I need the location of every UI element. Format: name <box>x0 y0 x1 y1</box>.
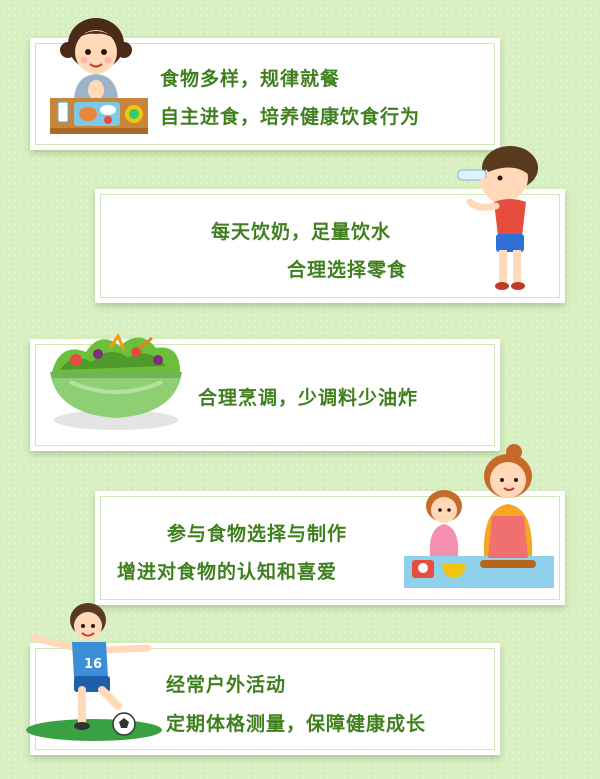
tip-card-2-line-2: 合理选择零食 <box>287 259 408 281</box>
boy-playing-soccer-icon: 16 <box>26 603 162 741</box>
tip-card-2-line-1: 每天饮奶，足量饮水 <box>211 221 392 243</box>
tip-card-4-line-2: 增进对食物的认知和喜爱 <box>117 561 338 583</box>
jersey-number: 16 <box>84 657 102 672</box>
mother-child-cooking-icon <box>404 444 554 588</box>
tip-card-1-line-2: 自主进食，培养健康饮食行为 <box>160 106 421 128</box>
salad-bowl-icon <box>50 332 182 430</box>
tip-card-5-line-2: 定期体格测量，保障健康成长 <box>166 713 427 735</box>
tip-card-1-line-1: 食物多样，规律就餐 <box>160 68 341 90</box>
tip-card-3-line-1: 合理烹调，少调料少油炸 <box>198 387 419 409</box>
tip-card-4-line-1: 参与食物选择与制作 <box>167 523 348 545</box>
boy-drinking-water-icon <box>457 146 538 290</box>
girl-eating-icon <box>50 18 148 134</box>
tip-card-5-line-1: 经常户外活动 <box>166 674 287 696</box>
